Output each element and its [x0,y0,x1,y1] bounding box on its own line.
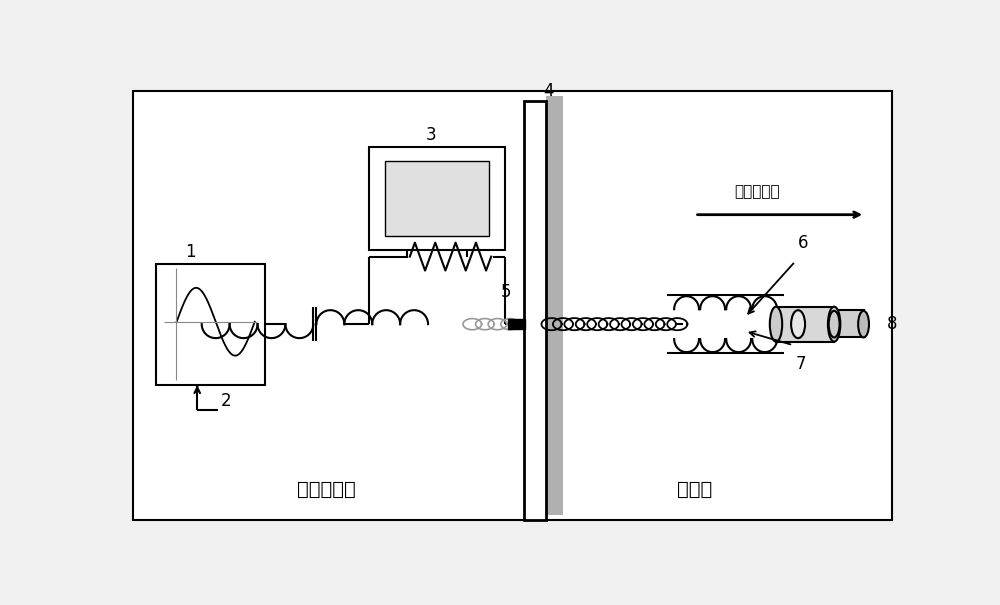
Text: 1: 1 [186,243,196,261]
Text: 6: 6 [798,234,808,252]
Bar [776,307,834,342]
Ellipse shape [828,307,840,342]
Bar [156,264,264,385]
Bar [508,319,525,329]
Text: 主磁场方向: 主磁场方向 [734,184,779,199]
Ellipse shape [770,307,782,342]
Bar [369,147,505,250]
Text: 3: 3 [426,126,436,145]
Text: 电子仪器间: 电子仪器间 [297,480,356,499]
Text: 扫描间: 扫描间 [677,480,712,499]
Ellipse shape [829,311,840,338]
Text: 8: 8 [887,315,898,333]
Bar [524,100,546,520]
Bar [546,96,563,515]
Text: 7: 7 [796,355,806,373]
Bar [385,161,489,235]
Ellipse shape [791,310,805,338]
Text: 5: 5 [501,283,512,301]
Text: 2: 2 [220,392,231,410]
Bar [834,310,864,336]
Text: 4: 4 [544,82,554,100]
Ellipse shape [858,311,869,338]
